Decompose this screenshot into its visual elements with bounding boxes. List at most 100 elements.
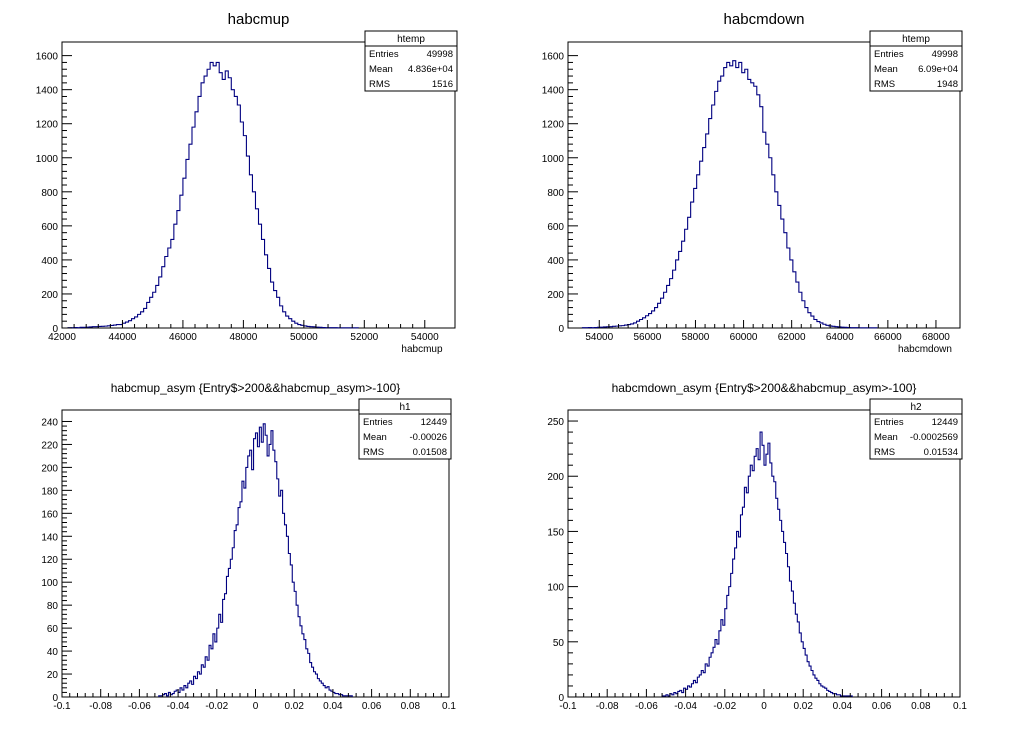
histogram-bin xyxy=(715,640,717,697)
histogram-bin xyxy=(274,291,277,328)
y-tick-label: 100 xyxy=(41,578,58,589)
histogram-bin xyxy=(271,431,273,697)
histogram-bin xyxy=(283,513,285,697)
x-tick-label: 58000 xyxy=(682,332,710,343)
histogram-bin xyxy=(156,285,159,328)
histogram-bin xyxy=(694,188,697,328)
histogram-bin xyxy=(838,695,840,697)
histogram-bin xyxy=(733,559,735,697)
histogram-bin xyxy=(201,665,203,697)
histogram-bin xyxy=(835,327,838,328)
x-tick-label: 0.06 xyxy=(362,701,382,712)
histogram-bin xyxy=(750,465,752,697)
y-tick-label: 0 xyxy=(52,324,58,335)
histogram-bin xyxy=(756,449,758,697)
histogram-bin xyxy=(237,105,240,328)
histogram-bin xyxy=(721,76,724,328)
histogram-bin xyxy=(661,298,664,328)
stats-label-mean: Mean xyxy=(363,432,387,443)
stats-value-entries: 12449 xyxy=(421,417,447,428)
histogram-pad-2: habcmdown 54000 56000 58000 60000 62000 64000 6… xyxy=(542,11,963,355)
histogram-bin xyxy=(844,696,846,697)
y-tick-label: 140 xyxy=(41,532,58,543)
histogram-bin xyxy=(210,62,213,328)
histogram-bin xyxy=(273,450,275,697)
histogram-bin xyxy=(226,576,228,697)
stats-value-rms: 1516 xyxy=(432,79,453,90)
histogram-bin xyxy=(314,672,316,697)
histogram-bin xyxy=(211,649,213,697)
y-tick-label: 1600 xyxy=(542,52,565,63)
histogram-bin xyxy=(203,667,205,697)
y-tick-label: 180 xyxy=(41,486,58,497)
x-tick-label: -0.04 xyxy=(674,701,697,712)
y-tick-label: 50 xyxy=(553,638,565,649)
histogram-bin xyxy=(244,488,246,697)
histogram-bin xyxy=(300,626,302,697)
histogram-bin xyxy=(717,644,719,697)
histogram-bin xyxy=(205,657,207,697)
histogram-bin xyxy=(225,594,227,697)
histogram-bins xyxy=(662,432,852,697)
histogram-series-line xyxy=(661,431,853,697)
x-tick-label: 0.1 xyxy=(953,701,967,712)
histogram-bin xyxy=(729,587,731,697)
y-tick-label: 1400 xyxy=(36,86,59,97)
histogram-bin xyxy=(742,507,744,697)
histogram-bin xyxy=(658,303,661,328)
histogram-bin xyxy=(189,144,192,328)
histogram-bin xyxy=(252,470,254,697)
histogram-bin xyxy=(89,327,92,328)
x-tick-label: 62000 xyxy=(778,332,806,343)
stats-box: h1 Entries 12449 Mean -0.00026 RMS 0.01508 xyxy=(358,398,452,460)
histogram-bin xyxy=(263,424,265,697)
x-tick-label: 66000 xyxy=(874,332,902,343)
histogram-bin xyxy=(700,161,703,328)
histogram-bin xyxy=(335,694,337,697)
histogram-bin xyxy=(183,178,186,328)
histogram-bin xyxy=(748,79,751,328)
stats-value-mean: -0.00026 xyxy=(409,432,447,443)
histogram-bin xyxy=(195,112,198,328)
stats-label-mean: Mean xyxy=(874,64,898,75)
histogram-bin xyxy=(219,614,221,697)
histogram-bin xyxy=(739,62,742,328)
histogram-bin xyxy=(805,655,807,697)
histogram-bin xyxy=(799,292,802,328)
histogram-bin xyxy=(664,292,667,328)
histogram-bin xyxy=(286,316,289,328)
histogram-bin xyxy=(295,323,298,328)
histogram-bin xyxy=(682,693,684,697)
y-tick-label: 20 xyxy=(47,670,59,681)
histogram-bin xyxy=(269,444,271,697)
histogram-bin xyxy=(841,327,844,328)
histogram-bin xyxy=(786,554,788,698)
histogram-bin xyxy=(268,268,271,328)
histogram-bin xyxy=(837,695,839,697)
histogram-bin xyxy=(733,61,736,328)
x-tick-label: 64000 xyxy=(826,332,854,343)
x-tick-label: 68000 xyxy=(922,332,950,343)
histogram-bin xyxy=(209,645,211,697)
histogram-bin xyxy=(217,628,219,697)
stats-value-entries: 49998 xyxy=(427,49,453,60)
histogram-bin xyxy=(760,432,762,697)
histogram-bin xyxy=(204,76,207,328)
x-tick-label: 0.04 xyxy=(323,701,343,712)
histogram-bin xyxy=(676,260,679,328)
histogram-bin xyxy=(588,327,591,328)
histogram-bin xyxy=(746,493,748,697)
histogram-bin xyxy=(823,324,826,328)
y-tick-label: 240 xyxy=(41,417,58,428)
histogram-bin xyxy=(789,581,791,697)
histogram-bin xyxy=(319,681,321,697)
histogram-series-line xyxy=(67,61,359,329)
histogram-bin xyxy=(797,622,799,697)
histogram-bin xyxy=(712,105,715,328)
histogram-bin xyxy=(829,691,831,697)
x-tick-label: 50000 xyxy=(290,332,318,343)
y-tick-label: 1000 xyxy=(36,154,59,165)
histogram-bin xyxy=(182,690,184,697)
histogram-bin xyxy=(248,456,250,697)
histogram-bin xyxy=(791,591,793,697)
